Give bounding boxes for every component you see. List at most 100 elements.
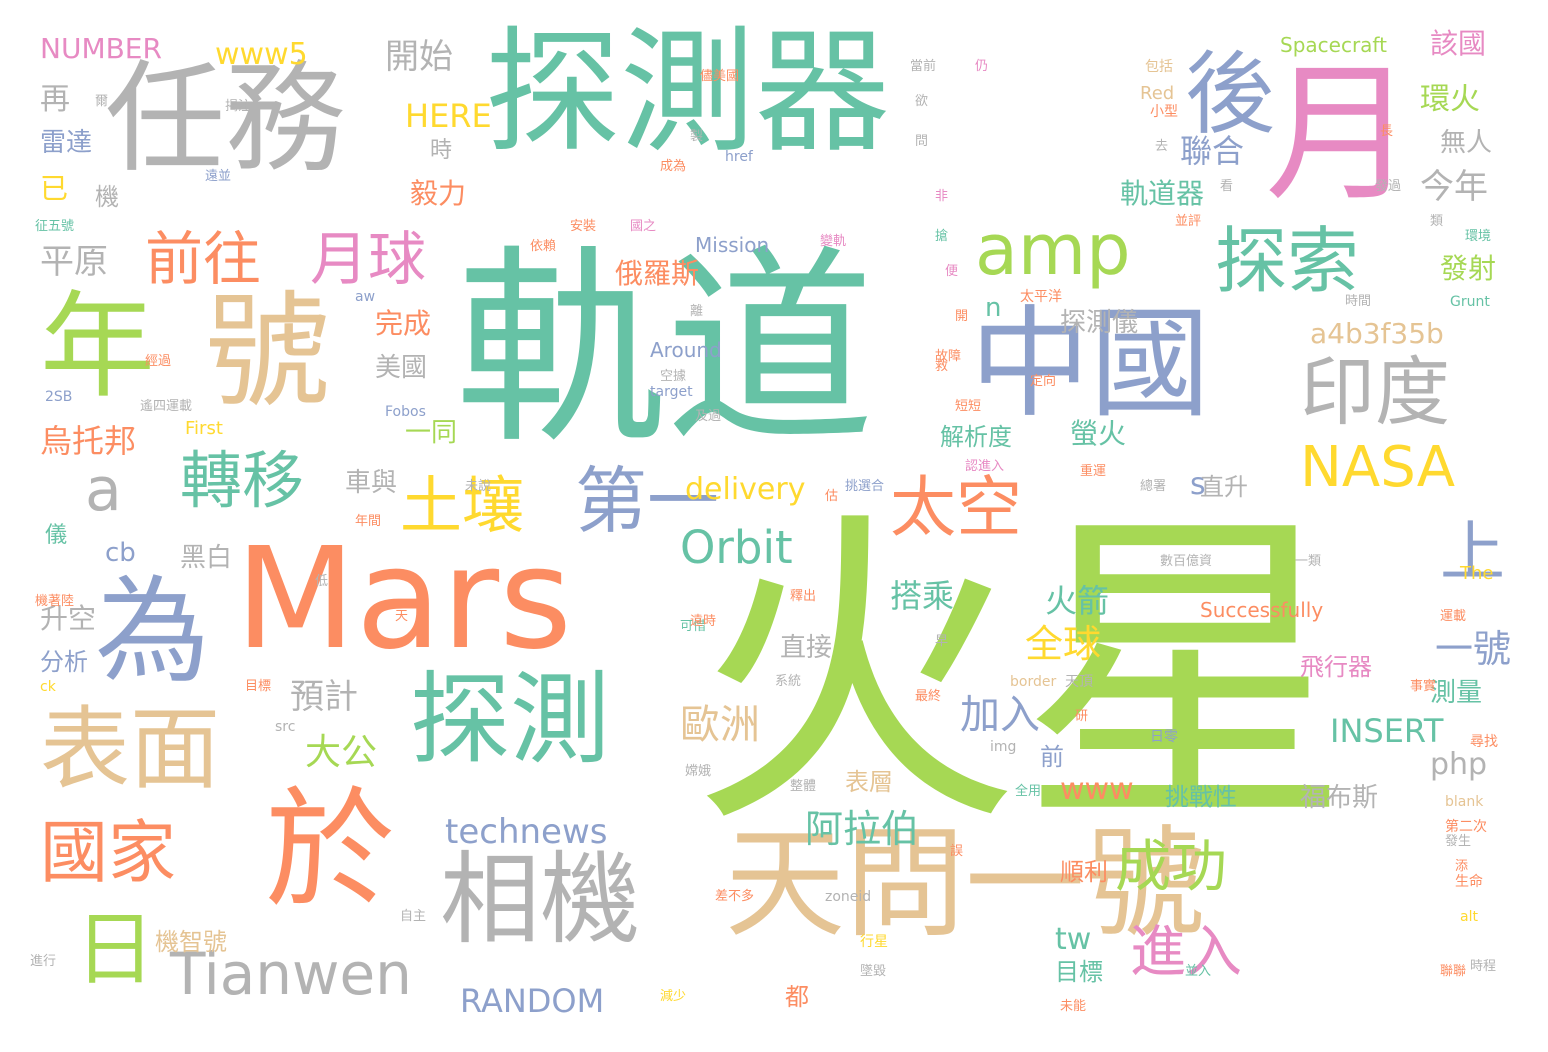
cloud-word: 未說 [465, 479, 492, 494]
cloud-word: 解析度 [940, 423, 1012, 451]
cloud-word: 長 [1380, 124, 1394, 139]
cloud-word: 前往 [145, 225, 262, 293]
cloud-word: a [85, 455, 122, 525]
cloud-word: 早 [935, 634, 949, 649]
cloud-word: 直接 [780, 633, 833, 663]
cloud-word: 火箭 [1045, 582, 1110, 620]
cloud-word: 一號 [1435, 627, 1512, 671]
cloud-word: 號 [205, 280, 330, 425]
cloud-word: 於 [265, 774, 396, 926]
cloud-word: Around [650, 338, 722, 362]
cloud-word: 太平洋 [1020, 289, 1062, 305]
cloud-word: 日零 [1150, 729, 1178, 745]
cloud-word: Orbit [680, 521, 793, 574]
cloud-word: 為 [95, 565, 211, 699]
cloud-word: 便 [945, 264, 959, 279]
cloud-word: 完成 [375, 307, 432, 340]
cloud-word: delivery [685, 472, 806, 507]
cloud-word: NUMBER [40, 32, 162, 65]
cloud-word: Mission [695, 233, 770, 257]
cloud-word: 重運 [1080, 464, 1107, 479]
cloud-word: 2SB [45, 389, 73, 405]
cloud-word: 一類 [1295, 554, 1322, 569]
cloud-word: 包括 [1145, 59, 1173, 75]
cloud-word: 國家 [40, 814, 177, 893]
cloud-word: The [1460, 563, 1494, 584]
cloud-word: 搭乘 [890, 577, 955, 615]
cloud-word: 離 [690, 304, 704, 319]
cloud-word: href [725, 149, 753, 165]
cloud-word: Red [1140, 83, 1175, 104]
cloud-word: 可惜 [680, 619, 707, 634]
cloud-word: 年 [40, 280, 156, 414]
cloud-word: 進入 [1130, 920, 1242, 985]
cloud-word: 環火 [1420, 82, 1480, 117]
cloud-word: 類 [1430, 214, 1444, 229]
cloud-word: 都 [785, 983, 809, 1011]
cloud-word: 聯聯 [1440, 964, 1467, 979]
cloud-word: 雷達 [40, 128, 93, 158]
cloud-word: 機著陸 [35, 594, 75, 609]
cloud-word: 無人 [1440, 128, 1493, 158]
cloud-word: Fobos [385, 404, 426, 420]
cloud-word: 安裝 [570, 219, 597, 234]
cloud-word: 已 [40, 172, 69, 205]
cloud-word: 整體 [790, 779, 817, 794]
cloud-word: 問 [915, 134, 929, 149]
cloud-word: blank [1445, 794, 1484, 810]
cloud-word: n [985, 293, 1002, 323]
cloud-word: 依賴 [530, 239, 557, 254]
cloud-word: 火星 [690, 483, 1350, 867]
cloud-word: 及過 [695, 409, 722, 424]
cloud-word: 土壤 [400, 469, 525, 542]
cloud-word: 短短 [955, 399, 982, 414]
cloud-word: s [1190, 467, 1206, 502]
cloud-word: 未能 [1060, 999, 1087, 1014]
cloud-word: 軌道器 [1120, 177, 1205, 210]
cloud-word: 發過 [1375, 179, 1402, 194]
cloud-word: cb [105, 538, 136, 568]
cloud-word: 前 [1040, 743, 1064, 771]
cloud-word: 毅力 [410, 177, 467, 210]
cloud-word: target [650, 384, 693, 400]
cloud-word: 俄羅斯 [615, 257, 700, 290]
cloud-word: 救 [935, 359, 949, 374]
cloud-word: 欲 [915, 94, 929, 109]
cloud-word: 日 [75, 903, 155, 996]
cloud-word: 嫦娥 [685, 764, 712, 779]
cloud-word: 添 [1455, 859, 1469, 874]
cloud-word: tw [1055, 922, 1092, 957]
cloud-word: 遠並 [205, 169, 232, 184]
cloud-word: a4b3f35b [1310, 317, 1444, 350]
cloud-word: 運載 [1440, 609, 1467, 624]
cloud-word: 仍 [975, 59, 989, 74]
cloud-word: 預計 [290, 677, 358, 717]
cloud-word: 減少 [660, 989, 687, 1004]
cloud-word: 阿拉伯 [805, 807, 920, 851]
cloud-word: 最終 [915, 689, 942, 704]
cloud-word: 小型 [1150, 104, 1178, 120]
cloud-word: ck [40, 679, 56, 695]
cloud-word: 揭注 [225, 99, 252, 114]
cloud-word: 福布斯 [1300, 783, 1379, 813]
cloud-word: 太空 [890, 469, 1022, 546]
cloud-word: 車與 [345, 468, 398, 498]
cloud-word: 轉移 [180, 444, 305, 517]
cloud-word: alt [1460, 909, 1478, 925]
cloud-word: 成功 [1115, 835, 1227, 900]
cloud-word: img [990, 739, 1017, 755]
cloud-word: 天問一號 [725, 815, 1205, 954]
cloud-word: 上 [1440, 515, 1506, 590]
cloud-word: 直升 [1200, 473, 1248, 501]
cloud-word: 看 [1220, 179, 1234, 194]
cloud-word: 低 [315, 574, 329, 589]
cloud-word: Tianwen [170, 940, 412, 1008]
cloud-word: 誤 [950, 844, 964, 859]
cloud-word: 後 [1185, 42, 1275, 147]
cloud-word: 遙四運載 [140, 399, 193, 414]
cloud-word: 生命 [1455, 874, 1483, 890]
cloud-word: 歐洲 [680, 702, 760, 748]
cloud-word: 一同 [405, 418, 458, 448]
cloud-word: 墜毀 [860, 964, 887, 979]
